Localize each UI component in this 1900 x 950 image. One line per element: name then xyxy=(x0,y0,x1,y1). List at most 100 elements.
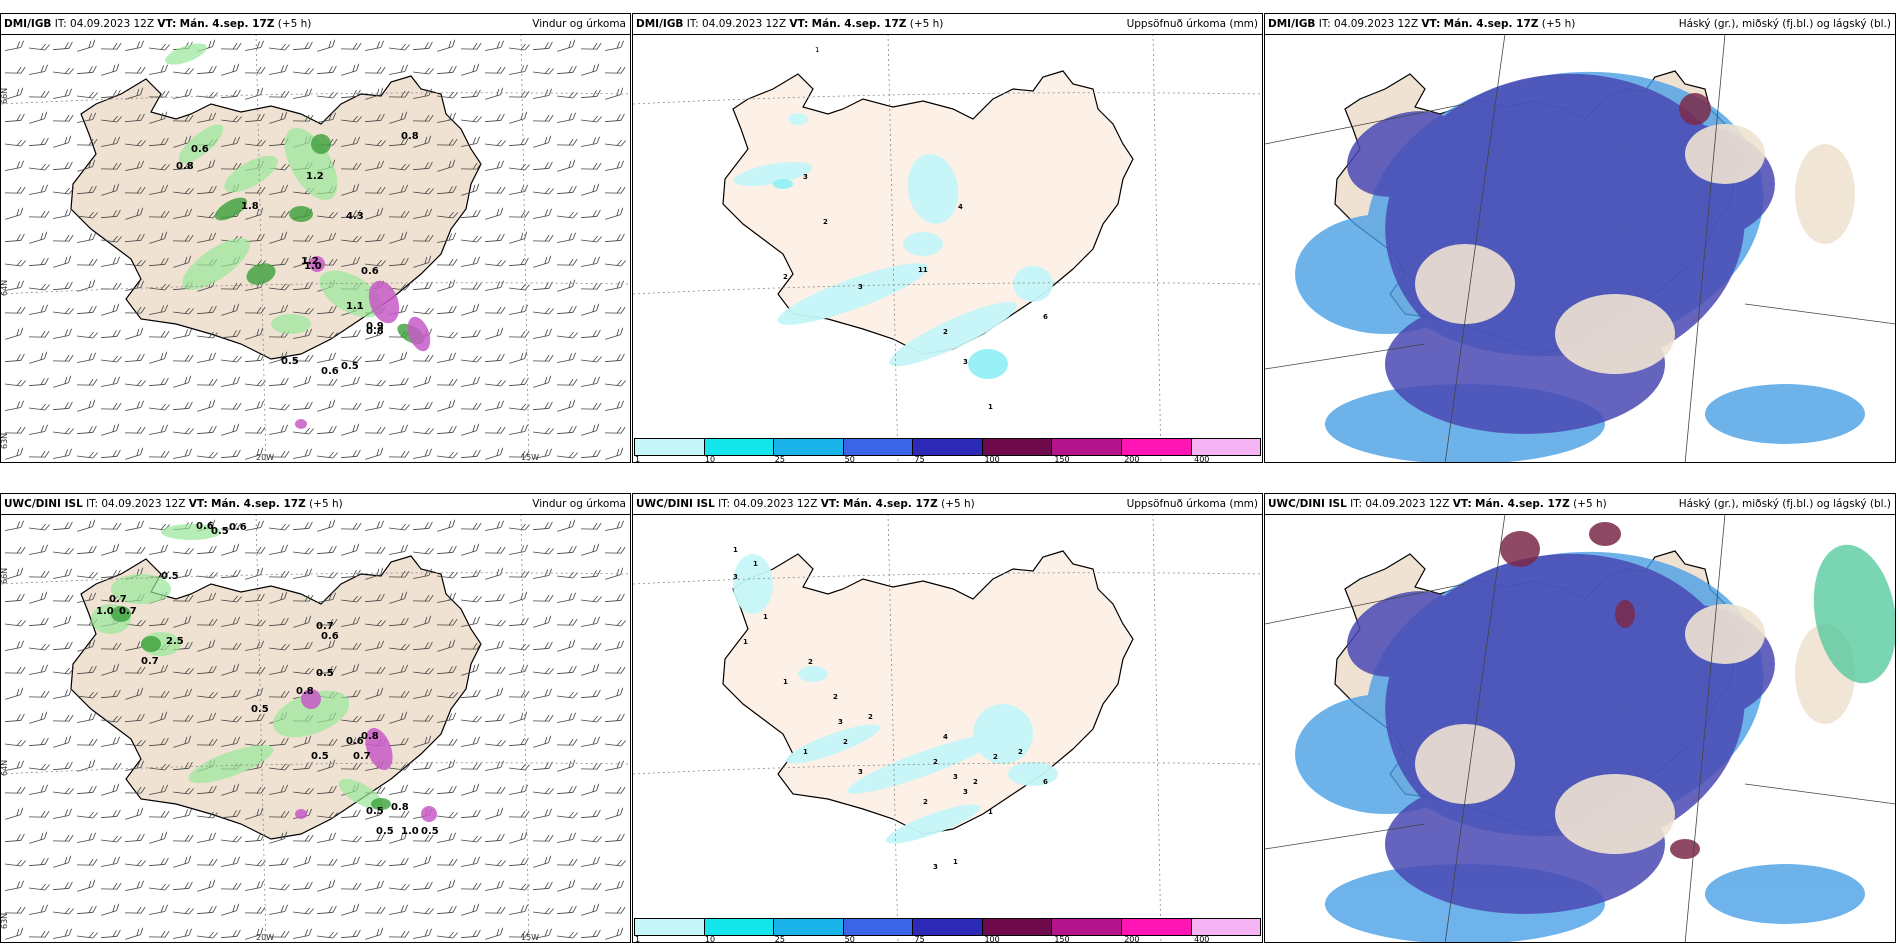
wind-barb xyxy=(581,663,600,676)
wind-barb xyxy=(124,353,145,363)
lon-label-20w: 20W xyxy=(256,933,274,942)
wind-barb xyxy=(340,42,362,50)
wind-barb xyxy=(509,231,528,244)
wind-barb xyxy=(460,89,481,99)
value-label: 1 xyxy=(953,858,958,866)
wind-barb xyxy=(173,448,193,459)
wind-barb xyxy=(533,855,552,868)
wind-barb xyxy=(341,376,361,387)
wind-barb xyxy=(53,427,74,435)
wind-barb xyxy=(220,449,241,459)
wind-barb xyxy=(244,713,265,723)
valid-time: Mán. 4.sep. 17Z xyxy=(811,18,907,30)
wind-barb xyxy=(197,352,217,363)
wind-barb xyxy=(581,183,600,196)
wind-barb xyxy=(556,305,577,315)
wind-barb xyxy=(581,736,601,747)
wind-barb xyxy=(293,928,313,939)
value-label: 0.7 xyxy=(141,656,159,667)
wind-barb xyxy=(53,328,73,339)
wind-barb xyxy=(29,64,49,75)
wind-barb xyxy=(436,425,457,435)
wind-barb xyxy=(149,784,169,795)
wind-barb xyxy=(340,882,362,890)
precip-cell xyxy=(1346,591,1464,677)
wind-barb xyxy=(77,279,96,292)
wind-barb xyxy=(557,352,577,363)
wind-barb xyxy=(149,424,169,435)
wind-barb xyxy=(604,593,625,603)
wind-barb xyxy=(53,307,74,315)
wind-barb xyxy=(461,736,481,747)
wind-barb xyxy=(389,403,410,411)
wind-barb xyxy=(101,115,122,123)
wind-barb xyxy=(389,64,409,75)
panel-header: DMI/IGB IT: 04.09.2023 12Z VT: Mán. 4.se… xyxy=(633,14,1262,35)
lon-label-15w: 15W xyxy=(521,453,539,462)
it-label: IT: xyxy=(1350,498,1363,510)
wind-barb xyxy=(509,784,529,795)
wind-barb xyxy=(605,687,624,700)
wind-barb xyxy=(436,858,458,866)
wind-barb xyxy=(52,114,74,122)
wind-barb xyxy=(173,787,194,795)
wind-barb xyxy=(5,87,24,100)
wind-barb xyxy=(293,255,312,268)
wind-barb xyxy=(220,929,241,939)
wind-barb xyxy=(581,903,600,916)
value-label: 0.8 xyxy=(401,131,419,142)
precip-cell xyxy=(421,806,437,822)
value-label: 0.5 xyxy=(316,668,334,679)
wind-barb xyxy=(461,903,480,916)
wind-barb xyxy=(5,207,24,220)
value-label: 2 xyxy=(943,328,948,336)
colorbar-tick-label: 1 xyxy=(635,455,641,463)
wind-barb xyxy=(125,259,146,267)
wind-barb xyxy=(52,594,74,602)
wind-barb xyxy=(52,354,74,362)
wind-barb xyxy=(509,403,530,411)
wind-barb xyxy=(341,63,360,76)
wind-barb xyxy=(149,544,169,555)
precip-cell xyxy=(1013,266,1053,302)
wind-barb xyxy=(413,135,432,148)
wind-barb xyxy=(461,256,481,267)
wind-barb xyxy=(317,519,336,532)
wind-barb xyxy=(580,689,601,699)
wind-barb xyxy=(53,907,74,915)
model-domain-lines xyxy=(1265,34,1895,462)
value-label: 3 xyxy=(733,573,738,581)
wind-barb xyxy=(221,303,240,316)
wind-barb xyxy=(173,427,194,435)
wind-barb xyxy=(413,448,433,459)
wind-barb xyxy=(340,402,362,410)
colorbar-tick-label: 200 xyxy=(1124,455,1140,463)
value-label: 0.5 xyxy=(311,751,329,762)
wind-barb xyxy=(221,856,241,867)
wind-barb xyxy=(605,400,625,411)
wind-barb xyxy=(316,738,338,746)
wind-barb xyxy=(148,930,170,938)
wind-barb xyxy=(437,232,457,243)
wind-barb xyxy=(53,688,73,699)
wind-barb xyxy=(341,616,361,627)
wind-barb xyxy=(365,139,386,147)
precip-cell xyxy=(371,798,391,810)
wind-barb xyxy=(484,833,505,843)
wind-barb xyxy=(173,307,194,315)
wind-barb xyxy=(460,449,481,459)
precip-cell xyxy=(1008,762,1058,786)
wind-barb xyxy=(29,883,50,891)
value-label: 0.5 xyxy=(421,826,439,837)
wind-barb xyxy=(101,136,121,147)
wind-barb xyxy=(533,808,553,819)
wind-barb xyxy=(172,234,194,242)
wind-barb xyxy=(316,378,338,386)
accum-1-10mm xyxy=(733,113,1053,367)
wind-barb xyxy=(5,400,25,411)
model-name: UWC/DINI ISL xyxy=(636,498,715,510)
wind-barb xyxy=(484,666,506,674)
wind-barb xyxy=(316,618,338,626)
wind-barb xyxy=(509,304,529,315)
wind-barb xyxy=(149,184,169,195)
